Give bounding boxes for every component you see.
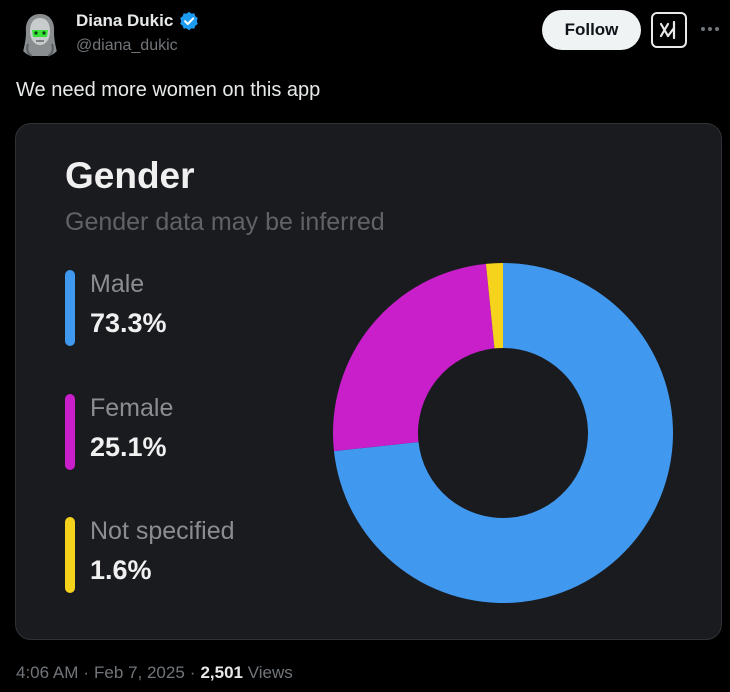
legend-value: 25.1% — [90, 432, 167, 462]
robot-face-avatar-icon — [16, 10, 64, 58]
display-name[interactable]: Diana Dukic — [76, 11, 174, 30]
meta-separator: · — [189, 663, 196, 682]
legend-label: Male — [90, 270, 145, 298]
more-options-icon[interactable] — [697, 16, 723, 42]
tweet-media-image[interactable]: Gender Gender data may be inferred Male … — [15, 123, 722, 640]
grok-icon[interactable] — [651, 12, 687, 48]
legend-color-bar — [65, 270, 75, 346]
donut-slice-male — [333, 263, 673, 603]
tweet-text: We need more women on this app — [16, 79, 321, 101]
legend-label: Female — [90, 394, 174, 422]
chart-title: Gender — [65, 155, 195, 196]
tweet-date[interactable]: Feb 7, 2025 — [94, 663, 185, 682]
legend-item-male: Male 73.3% — [65, 270, 305, 350]
legend-color-bar — [65, 517, 75, 593]
views-label: Views — [247, 663, 293, 682]
donut-slice-female — [333, 263, 495, 452]
author-handle[interactable]: @diana_dukic — [76, 37, 178, 54]
tweet-meta: 4:06 AM · Feb 7, 2025 · 2,501 Views — [16, 663, 293, 683]
donut-slice-not-specified — [485, 263, 503, 349]
views-count: 2,501 — [200, 663, 244, 682]
legend-item-female: Female 25.1% — [65, 394, 305, 474]
legend-value: 1.6% — [90, 555, 152, 585]
avatar[interactable] — [16, 10, 64, 58]
legend-label: Not specified — [90, 517, 235, 545]
verified-badge-icon[interactable] — [179, 11, 199, 31]
legend-color-bar — [65, 394, 75, 470]
author-name-row[interactable]: Diana Dukic — [76, 11, 199, 31]
follow-button[interactable]: Follow — [542, 10, 641, 50]
legend-item-not-specified: Not specified 1.6% — [65, 517, 305, 597]
meta-separator: · — [83, 663, 90, 682]
chart-subtitle: Gender data may be inferred — [65, 208, 385, 236]
tweet-time[interactable]: 4:06 AM — [16, 663, 79, 682]
donut-chart — [333, 263, 673, 603]
legend-value: 73.3% — [90, 308, 167, 338]
